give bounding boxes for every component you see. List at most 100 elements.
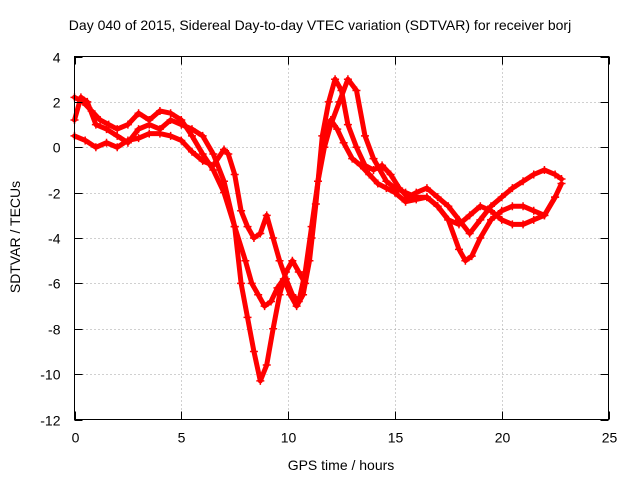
data-point (497, 193, 506, 202)
data-point (155, 106, 164, 115)
data-point (104, 120, 113, 129)
data-point (292, 302, 301, 311)
data-point (198, 131, 207, 140)
data-point (348, 154, 357, 163)
grid (74, 56, 609, 420)
data-point (390, 184, 399, 193)
data-point (294, 297, 303, 306)
data-point (497, 215, 506, 224)
data-point (113, 125, 122, 134)
data-point (433, 202, 442, 211)
data-point (256, 229, 265, 238)
data-point (352, 143, 361, 152)
data-point (198, 156, 207, 165)
data-point (401, 188, 410, 197)
data-point (551, 170, 560, 179)
data-point (331, 75, 340, 84)
data-point (145, 116, 154, 125)
data-point (220, 145, 229, 154)
data-point (508, 184, 517, 193)
data-point (461, 256, 470, 265)
data-point (519, 177, 528, 186)
data-point (166, 109, 175, 118)
data-point (476, 202, 485, 211)
data-point (476, 215, 485, 224)
data-point (375, 165, 384, 174)
data-point (343, 120, 352, 129)
data-point (335, 97, 344, 106)
data-point (237, 279, 246, 288)
data-point (275, 256, 284, 265)
data-point (369, 154, 378, 163)
data-point (465, 229, 474, 238)
data-point (401, 197, 410, 206)
data-point (352, 86, 361, 95)
data-point (314, 177, 323, 186)
data-point (166, 131, 175, 140)
data-point (339, 138, 348, 147)
data-point (422, 193, 431, 202)
data-point (177, 136, 186, 145)
data-point (356, 161, 365, 170)
y-tick-label: -12 (40, 413, 60, 429)
data-point (249, 347, 258, 356)
data-point (269, 324, 278, 333)
data-point (243, 313, 252, 322)
x-tick-label: 25 (602, 430, 618, 446)
data-point (260, 302, 269, 311)
data-point (256, 376, 265, 385)
y-tick-label: -8 (48, 322, 61, 338)
data-point (529, 170, 538, 179)
data-point (307, 222, 316, 231)
y-tick-label: 2 (53, 95, 61, 111)
data-point (467, 252, 476, 261)
data-point (422, 184, 431, 193)
data-point (275, 290, 284, 299)
data-point (382, 184, 391, 193)
data-point (249, 234, 258, 242)
data-point (444, 215, 453, 224)
data-point (79, 97, 88, 106)
data-point (288, 290, 297, 299)
data-point (360, 131, 369, 140)
data-point (288, 256, 297, 265)
data-point (134, 125, 143, 134)
series-trace (72, 76, 558, 304)
data-point (166, 116, 175, 125)
y-tick-label: -6 (48, 276, 61, 292)
data-point (224, 150, 233, 159)
data-point (333, 125, 342, 134)
data-point (540, 211, 549, 220)
data-point (254, 290, 263, 299)
data-point (454, 245, 463, 254)
data-point (134, 134, 143, 143)
data-point (519, 202, 528, 211)
data-point (412, 193, 421, 202)
series-track-c (70, 75, 560, 306)
data-point (373, 179, 382, 188)
x-tick-label: 15 (388, 430, 404, 446)
data-point (134, 109, 143, 118)
y-tick-label: 0 (53, 140, 61, 156)
x-tick-label: 5 (178, 430, 186, 446)
data-point (237, 206, 246, 215)
data-point (96, 116, 105, 125)
data-point (262, 211, 271, 220)
data-point (508, 202, 517, 211)
data-point (433, 193, 442, 202)
data-point (87, 106, 96, 115)
data-point (187, 131, 196, 140)
data-point (508, 220, 517, 229)
data-point (382, 177, 391, 186)
data-point (243, 222, 252, 231)
series-trace (72, 94, 564, 384)
y-tick-label: -2 (48, 186, 61, 202)
data-point (123, 136, 132, 145)
data-point (281, 274, 290, 283)
x-tick-label: 10 (281, 430, 297, 446)
data-point (540, 165, 549, 174)
data-point (102, 125, 111, 134)
data-point (343, 75, 352, 84)
data-point (123, 120, 132, 129)
data-point (454, 220, 463, 229)
